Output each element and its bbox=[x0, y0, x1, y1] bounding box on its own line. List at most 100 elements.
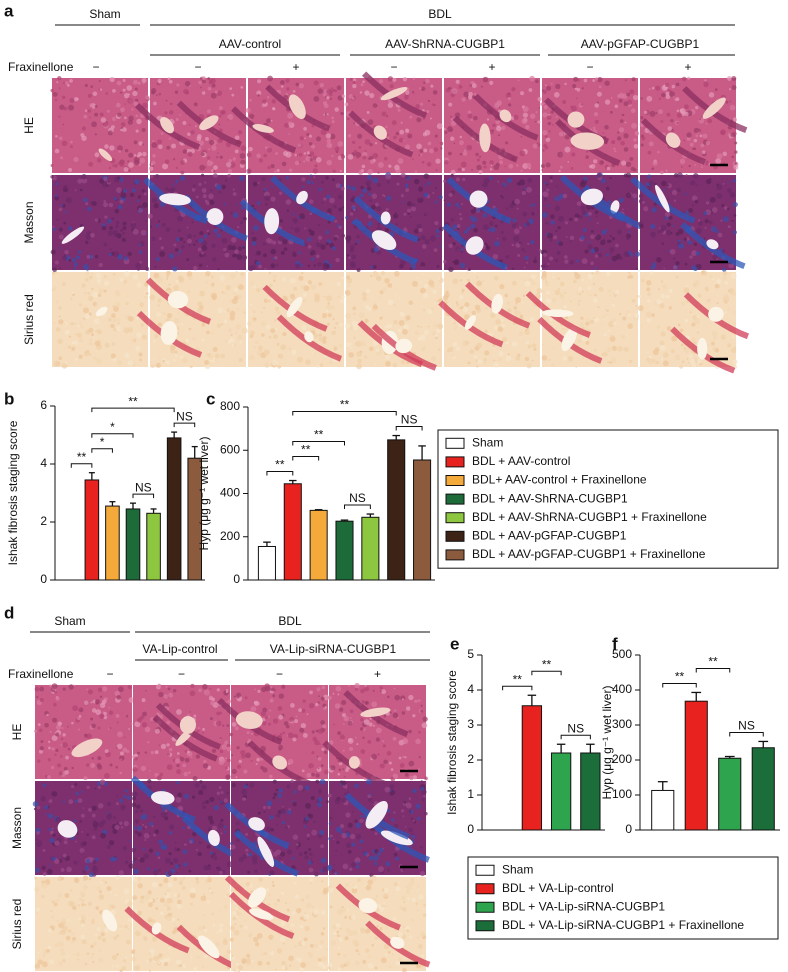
texture bbox=[81, 174, 86, 179]
texture bbox=[356, 155, 359, 158]
texture bbox=[141, 766, 146, 771]
texture bbox=[352, 141, 355, 144]
texture bbox=[202, 76, 206, 80]
texture bbox=[245, 833, 248, 836]
texture bbox=[125, 149, 129, 153]
texture bbox=[437, 265, 440, 268]
texture bbox=[612, 304, 615, 307]
texture bbox=[365, 949, 369, 953]
texture bbox=[120, 92, 122, 94]
texture bbox=[400, 260, 404, 264]
texture bbox=[120, 129, 123, 132]
texture bbox=[632, 77, 636, 81]
texture bbox=[594, 294, 596, 296]
texture bbox=[627, 323, 633, 329]
texture bbox=[371, 701, 377, 707]
texture bbox=[154, 203, 159, 208]
texture bbox=[65, 330, 70, 335]
texture bbox=[342, 713, 346, 717]
texture bbox=[109, 727, 111, 729]
texture bbox=[272, 796, 275, 799]
texture bbox=[107, 845, 111, 849]
texture bbox=[388, 299, 394, 305]
texture bbox=[211, 244, 215, 248]
texture bbox=[373, 103, 378, 108]
texture bbox=[149, 958, 153, 962]
texture bbox=[723, 271, 727, 275]
texture bbox=[304, 855, 308, 859]
texture bbox=[626, 93, 630, 97]
texture bbox=[493, 362, 499, 368]
texture bbox=[105, 881, 107, 883]
texture bbox=[336, 686, 342, 692]
texture bbox=[604, 80, 609, 85]
texture bbox=[326, 242, 329, 245]
texture bbox=[158, 322, 162, 326]
texture bbox=[261, 177, 265, 181]
texture bbox=[68, 168, 72, 172]
texture bbox=[634, 144, 639, 149]
texture bbox=[655, 347, 659, 351]
texture bbox=[349, 78, 352, 81]
texture bbox=[394, 882, 398, 886]
texture bbox=[62, 96, 66, 100]
texture bbox=[356, 297, 358, 299]
texture bbox=[328, 837, 331, 840]
texture bbox=[342, 768, 344, 770]
texture bbox=[61, 951, 65, 955]
texture bbox=[209, 797, 214, 802]
texture bbox=[535, 111, 537, 113]
texture bbox=[409, 301, 413, 305]
texture bbox=[211, 332, 213, 334]
texture bbox=[145, 292, 148, 295]
texture bbox=[423, 309, 425, 311]
texture bbox=[123, 89, 126, 92]
treatment-sign: − bbox=[276, 667, 283, 681]
texture bbox=[328, 313, 332, 317]
texture bbox=[392, 917, 396, 921]
texture bbox=[712, 331, 718, 337]
micrograph bbox=[247, 272, 345, 369]
texture bbox=[68, 929, 72, 933]
texture bbox=[156, 224, 159, 227]
texture bbox=[286, 199, 292, 205]
texture bbox=[684, 237, 687, 240]
texture bbox=[55, 300, 58, 303]
texture bbox=[283, 151, 288, 156]
texture bbox=[532, 343, 537, 348]
significance-bracket bbox=[345, 505, 371, 509]
texture bbox=[381, 957, 387, 963]
texture bbox=[134, 965, 140, 971]
texture bbox=[97, 756, 101, 760]
texture bbox=[464, 302, 469, 307]
texture bbox=[137, 826, 142, 831]
texture bbox=[152, 954, 155, 957]
texture bbox=[523, 295, 525, 297]
texture bbox=[86, 268, 89, 271]
texture bbox=[278, 715, 283, 720]
texture bbox=[81, 791, 83, 793]
texture bbox=[183, 772, 188, 777]
micrograph bbox=[132, 684, 231, 781]
texture bbox=[304, 825, 307, 828]
texture bbox=[119, 927, 121, 929]
texture bbox=[350, 347, 352, 349]
texture bbox=[123, 846, 127, 850]
texture bbox=[54, 891, 56, 893]
texture bbox=[472, 311, 476, 315]
texture bbox=[219, 115, 221, 117]
texture bbox=[173, 285, 178, 290]
texture bbox=[361, 700, 364, 703]
texture bbox=[139, 353, 143, 357]
texture bbox=[376, 728, 382, 734]
texture bbox=[659, 227, 661, 229]
texture bbox=[723, 183, 725, 185]
texture bbox=[85, 241, 88, 244]
micrograph bbox=[540, 172, 647, 270]
texture bbox=[267, 806, 270, 809]
texture bbox=[114, 209, 119, 214]
texture bbox=[632, 323, 634, 325]
texture bbox=[381, 904, 384, 907]
texture bbox=[628, 314, 631, 317]
texture bbox=[208, 193, 214, 199]
